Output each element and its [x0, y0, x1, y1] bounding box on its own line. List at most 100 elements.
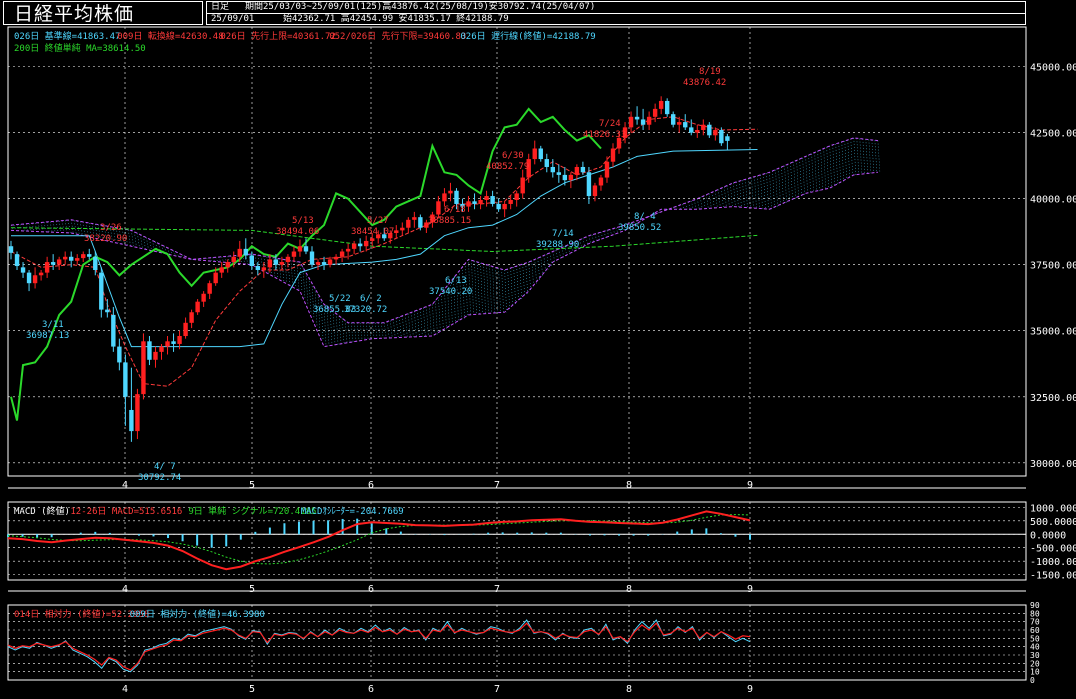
- main-y-tick: 30000.00: [1030, 459, 1076, 470]
- candle-body: [725, 136, 730, 141]
- panel-frame: [7, 26, 1027, 477]
- cloud-hatch: [588, 235, 592, 244]
- candle-body: [436, 201, 441, 215]
- cloud-hatch: [709, 193, 712, 209]
- annotation-date: 6/18: [444, 205, 466, 215]
- cloud-hatch: [299, 262, 303, 292]
- x-tick-label: 5: [249, 584, 255, 595]
- cloud-hatch: [495, 267, 498, 313]
- indicator-lines: [7, 107, 758, 673]
- cloud-hatch: [215, 257, 218, 262]
- cloud-hatch: [182, 254, 185, 258]
- candle-body: [556, 172, 562, 175]
- cloud-hatch: [597, 232, 601, 241]
- cloud-hatch: [621, 225, 625, 232]
- candle-body: [562, 174, 568, 181]
- annotation-value: 41826.33: [583, 130, 626, 140]
- cloud-hatch: [131, 230, 134, 247]
- candle-body: [448, 190, 453, 194]
- candle-body: [38, 272, 44, 276]
- macd-legend-item: 9日 単純 シグナル=720.4185: [188, 505, 316, 517]
- cloud-hatch: [122, 228, 125, 245]
- candle-body: [394, 230, 399, 234]
- candle-body: [526, 159, 531, 178]
- cloud-hatch: [528, 262, 531, 292]
- cloud-hatch: [402, 315, 405, 338]
- cloud-hatch: [721, 188, 724, 208]
- cloud-hatch: [480, 262, 483, 315]
- cloud-hatch: [365, 322, 369, 340]
- cloud-hatch: [657, 210, 661, 214]
- candle-body: [370, 238, 375, 241]
- rsi-y-tick: 90: [1030, 601, 1040, 610]
- candle-body: [713, 130, 718, 136]
- candle-body: [418, 217, 423, 228]
- cloud-hatch: [408, 313, 411, 338]
- cloud-hatch: [549, 252, 553, 266]
- cloud-hatch: [212, 257, 215, 262]
- cloud-hatch: [471, 260, 474, 315]
- cloud-hatch: [823, 148, 826, 190]
- x-tick-label: 9: [747, 684, 753, 695]
- cloud-hatch: [688, 201, 691, 210]
- cloud-hatch: [302, 267, 306, 299]
- cloud-hatch: [101, 225, 104, 240]
- annotation-value: 36987.13: [26, 331, 69, 341]
- cloud-hatch: [28, 223, 32, 232]
- candle-body: [622, 127, 628, 138]
- candle-body: [195, 301, 200, 313]
- cloud-hatch: [420, 308, 423, 337]
- cloud-hatch: [727, 185, 730, 208]
- candle-body: [285, 256, 291, 263]
- cloud-hatch: [537, 258, 540, 281]
- candle-body: [388, 233, 393, 239]
- annotation-value: 39850.52: [618, 223, 661, 233]
- candle-body: [345, 248, 351, 252]
- cloud-hatch: [149, 239, 152, 251]
- cloud-hatch: [417, 310, 420, 337]
- rsi-y-tick: 30: [1030, 651, 1040, 660]
- candle-body: [327, 259, 333, 265]
- cloud-hatch: [618, 226, 622, 233]
- cloud-hatch: [134, 231, 137, 247]
- candle-body: [219, 267, 224, 273]
- cloud-hatch: [504, 269, 507, 313]
- annotation-date: 8/19: [699, 67, 721, 77]
- cloud-hatch: [396, 318, 399, 338]
- candle-body: [574, 166, 580, 175]
- candle-body: [147, 341, 152, 360]
- rsi-y-tick: 40: [1030, 643, 1040, 652]
- cloud-hatch: [799, 159, 802, 197]
- candle-body: [32, 275, 38, 284]
- candle-body: [472, 201, 477, 204]
- candle-body: [105, 309, 110, 313]
- candle-body: [701, 124, 706, 131]
- main-legend-item: 026日 遅行線(終値)=42188.79: [460, 30, 595, 42]
- cloud-hatch: [374, 322, 378, 339]
- cloud-hatch: [110, 226, 113, 242]
- cloud-hatch: [630, 222, 634, 227]
- candle-body: [297, 246, 303, 252]
- x-tick-label: 4: [122, 584, 128, 595]
- candle-body: [550, 166, 555, 173]
- cloud-hatch: [399, 317, 402, 338]
- candle-body: [315, 262, 321, 265]
- main-y-tick: 42500.00: [1030, 129, 1076, 140]
- cloud-hatch: [760, 174, 763, 209]
- rsi-y-tick: 10: [1030, 668, 1040, 677]
- candle-body: [442, 193, 447, 202]
- macd-y-tick: -500.0000: [1030, 544, 1076, 555]
- candle-body: [424, 222, 429, 228]
- cloud-hatch: [838, 142, 841, 184]
- cloud-hatch: [835, 143, 838, 185]
- cloud-hatch: [390, 320, 393, 338]
- x-tick-label: 8: [626, 684, 632, 695]
- cloud-hatch: [796, 160, 799, 198]
- cloud-hatch: [552, 251, 556, 263]
- x-tick-label: 7: [494, 584, 500, 595]
- x-tick-label: 8: [626, 584, 632, 595]
- candle-body: [189, 312, 194, 323]
- candle-body: [478, 199, 483, 204]
- cloud-hatch: [95, 223, 98, 239]
- candle-body: [50, 262, 56, 265]
